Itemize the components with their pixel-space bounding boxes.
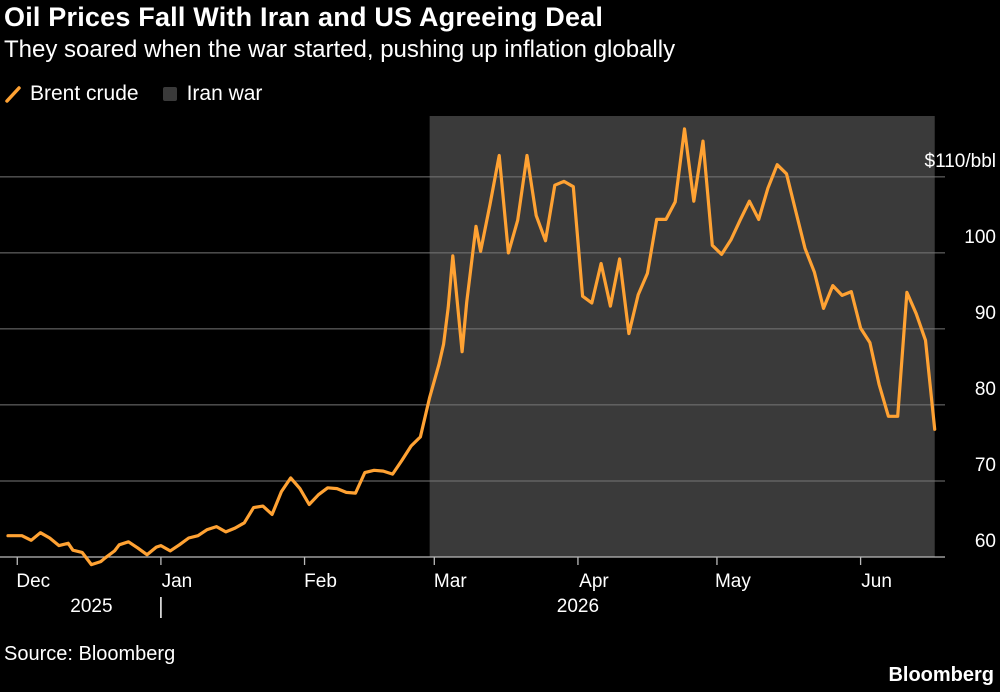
chart-subtitle: They soared when the war started, pushin… [4,36,676,63]
x-tick-label: May [715,571,751,592]
y-tick-label: 90 [975,303,996,324]
iran-war-shade [429,116,935,557]
x-tick-label: Jan [162,571,193,592]
legend-label-brent: Brent crude [30,82,139,105]
legend-shade-swatch [162,87,177,101]
x-tick-label: Feb [304,571,337,592]
brent-crude-line [6,127,937,567]
x-year-label: 2026 [557,596,599,617]
x-year-label: 2025 [70,596,112,617]
source-note: Source: Bloomberg [4,643,176,665]
x-tick-label: Apr [579,571,609,592]
y-tick-label: 80 [975,379,996,400]
bloomberg-logo: Bloomberg [888,664,994,686]
legend-line-swatch [4,84,22,104]
legend-item-brent: Brent crude [4,82,139,106]
x-tick-label: Dec [16,571,50,592]
legend: Brent crude Iran war [4,82,286,106]
y-tick-label: 70 [975,455,996,476]
legend-item-iran-war: Iran war [162,82,263,106]
legend-label-iran-war: Iran war [186,82,263,105]
x-tick-label: Mar [434,571,467,592]
line-chart: 60 70 80 90 100 $110/bbl Dec Jan Feb Mar Apr May Ju… [0,116,997,618]
y-tick-label: 100 [964,227,996,248]
y-tick-label: 60 [975,531,996,552]
y-tick-label: $110/bbl [925,151,997,172]
x-tick-label: Jun [861,571,892,592]
chart-title: Oil Prices Fall With Iran and US Agreein… [4,2,604,32]
